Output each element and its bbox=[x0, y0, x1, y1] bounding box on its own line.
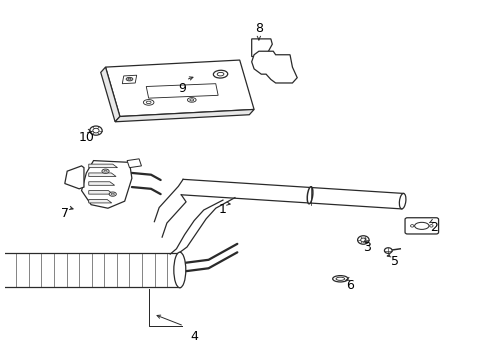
Polygon shape bbox=[64, 166, 84, 189]
Ellipse shape bbox=[357, 236, 368, 244]
Polygon shape bbox=[105, 60, 254, 117]
Polygon shape bbox=[89, 190, 113, 194]
Text: 8: 8 bbox=[254, 22, 263, 35]
Text: 3: 3 bbox=[362, 240, 370, 253]
Polygon shape bbox=[122, 75, 137, 84]
Text: 10: 10 bbox=[78, 131, 94, 144]
Text: 6: 6 bbox=[346, 279, 353, 292]
Ellipse shape bbox=[306, 187, 312, 204]
Ellipse shape bbox=[173, 252, 185, 288]
Text: 7: 7 bbox=[61, 207, 69, 220]
Text: 5: 5 bbox=[391, 255, 399, 267]
Polygon shape bbox=[146, 84, 218, 98]
Polygon shape bbox=[101, 67, 120, 122]
Polygon shape bbox=[115, 109, 254, 122]
Ellipse shape bbox=[89, 126, 102, 135]
Polygon shape bbox=[251, 51, 297, 83]
Text: 9: 9 bbox=[178, 82, 186, 95]
Ellipse shape bbox=[332, 276, 347, 282]
Text: 1: 1 bbox=[219, 203, 226, 216]
Ellipse shape bbox=[384, 248, 391, 253]
Ellipse shape bbox=[399, 193, 405, 209]
Polygon shape bbox=[89, 199, 112, 203]
Ellipse shape bbox=[102, 169, 109, 173]
FancyBboxPatch shape bbox=[404, 218, 438, 234]
Polygon shape bbox=[251, 39, 272, 57]
Text: 2: 2 bbox=[429, 221, 437, 234]
Text: 4: 4 bbox=[190, 330, 198, 343]
Ellipse shape bbox=[109, 192, 116, 196]
Polygon shape bbox=[127, 159, 141, 168]
Ellipse shape bbox=[187, 98, 196, 102]
Polygon shape bbox=[81, 161, 132, 208]
Polygon shape bbox=[89, 164, 117, 168]
Polygon shape bbox=[89, 173, 116, 176]
Ellipse shape bbox=[213, 70, 227, 78]
Polygon shape bbox=[89, 182, 114, 185]
Ellipse shape bbox=[143, 100, 154, 105]
Ellipse shape bbox=[414, 222, 428, 229]
Ellipse shape bbox=[126, 77, 133, 81]
